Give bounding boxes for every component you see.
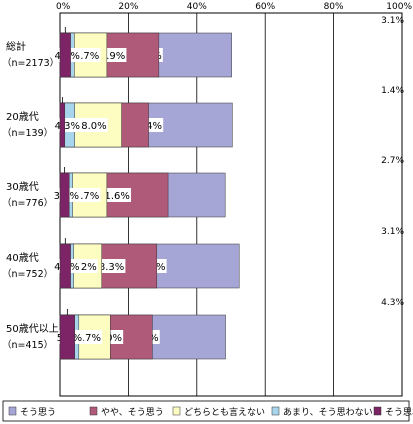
category-n-label: （n=2173） [2, 57, 59, 69]
legend-swatch [373, 406, 382, 416]
category-n-label: （n=415） [2, 339, 53, 351]
x-tick-label: 100% [386, 2, 412, 12]
data-label: 3.1% [381, 227, 404, 237]
x-tick-label: 60% [255, 2, 275, 12]
category-n-label: （n=139） [2, 127, 53, 139]
legend-swatch [172, 406, 181, 416]
x-tick-label: 20% [118, 2, 138, 12]
data-label: 3.1% [381, 16, 404, 26]
legend-swatch [271, 406, 280, 416]
bar-segment [59, 102, 66, 148]
bar-segment [59, 172, 70, 218]
data-label: 28.3% [93, 262, 125, 273]
data-label: 18.0% [75, 121, 107, 132]
category-n-label: （n=752） [2, 268, 53, 280]
category-label: 総計 [6, 40, 26, 53]
legend-label: そう思う [20, 407, 56, 418]
data-label: 13.7% [68, 51, 100, 62]
legend-label: あまり、そう思わない [283, 407, 373, 418]
bars: 50.2%28.9%13.7%4.2%3.1%50.4%25.9%18.0%4.… [52, 16, 404, 360]
legend-frame [2, 400, 410, 422]
data-label: 4.3% [55, 121, 80, 132]
data-label: 31.6% [98, 191, 130, 202]
data-label: 2.7% [381, 156, 404, 166]
x-tick-label: 80% [324, 2, 344, 12]
category-labels: 総計 （n=2173） 20歳代 （n=139） 30歳代 （n=776） 40歳代 （n=7… [2, 40, 59, 351]
category-label: 40歳代 [6, 252, 39, 264]
legend-swatch [8, 406, 17, 416]
data-label: 4.3% [381, 298, 404, 308]
x-tick-label: 40% [187, 2, 207, 12]
legend-label: そう思わない [385, 407, 413, 418]
x-tick-label: 0% [56, 2, 71, 12]
data-label: 12.2% [65, 262, 97, 273]
category-label: 50歳代以上 [6, 323, 59, 335]
x-axis-ticks: 0% 20% 40% 60% 80% 100% [56, 2, 412, 12]
legend: そう思う やや、そう思う どちらとも言えない あまり、そう思わない そう思わない [2, 400, 413, 422]
category-label: 20歳代 [6, 111, 39, 123]
data-label: 14.7% [69, 333, 101, 344]
legend-label: どちらとも言えない [184, 406, 265, 418]
category-label: 30歳代 [6, 181, 39, 193]
legend-label: やや、そう思う [101, 407, 164, 418]
category-n-label: （n=776） [2, 197, 53, 209]
data-label: 28.9% [94, 51, 126, 62]
bar-segment [59, 32, 71, 78]
bar-segment [59, 243, 71, 289]
legend-swatch [89, 406, 98, 416]
data-label-box [73, 118, 108, 132]
data-label: 1.4% [381, 86, 404, 96]
bar-segment [59, 314, 75, 360]
data-label: 13.7% [68, 191, 100, 202]
